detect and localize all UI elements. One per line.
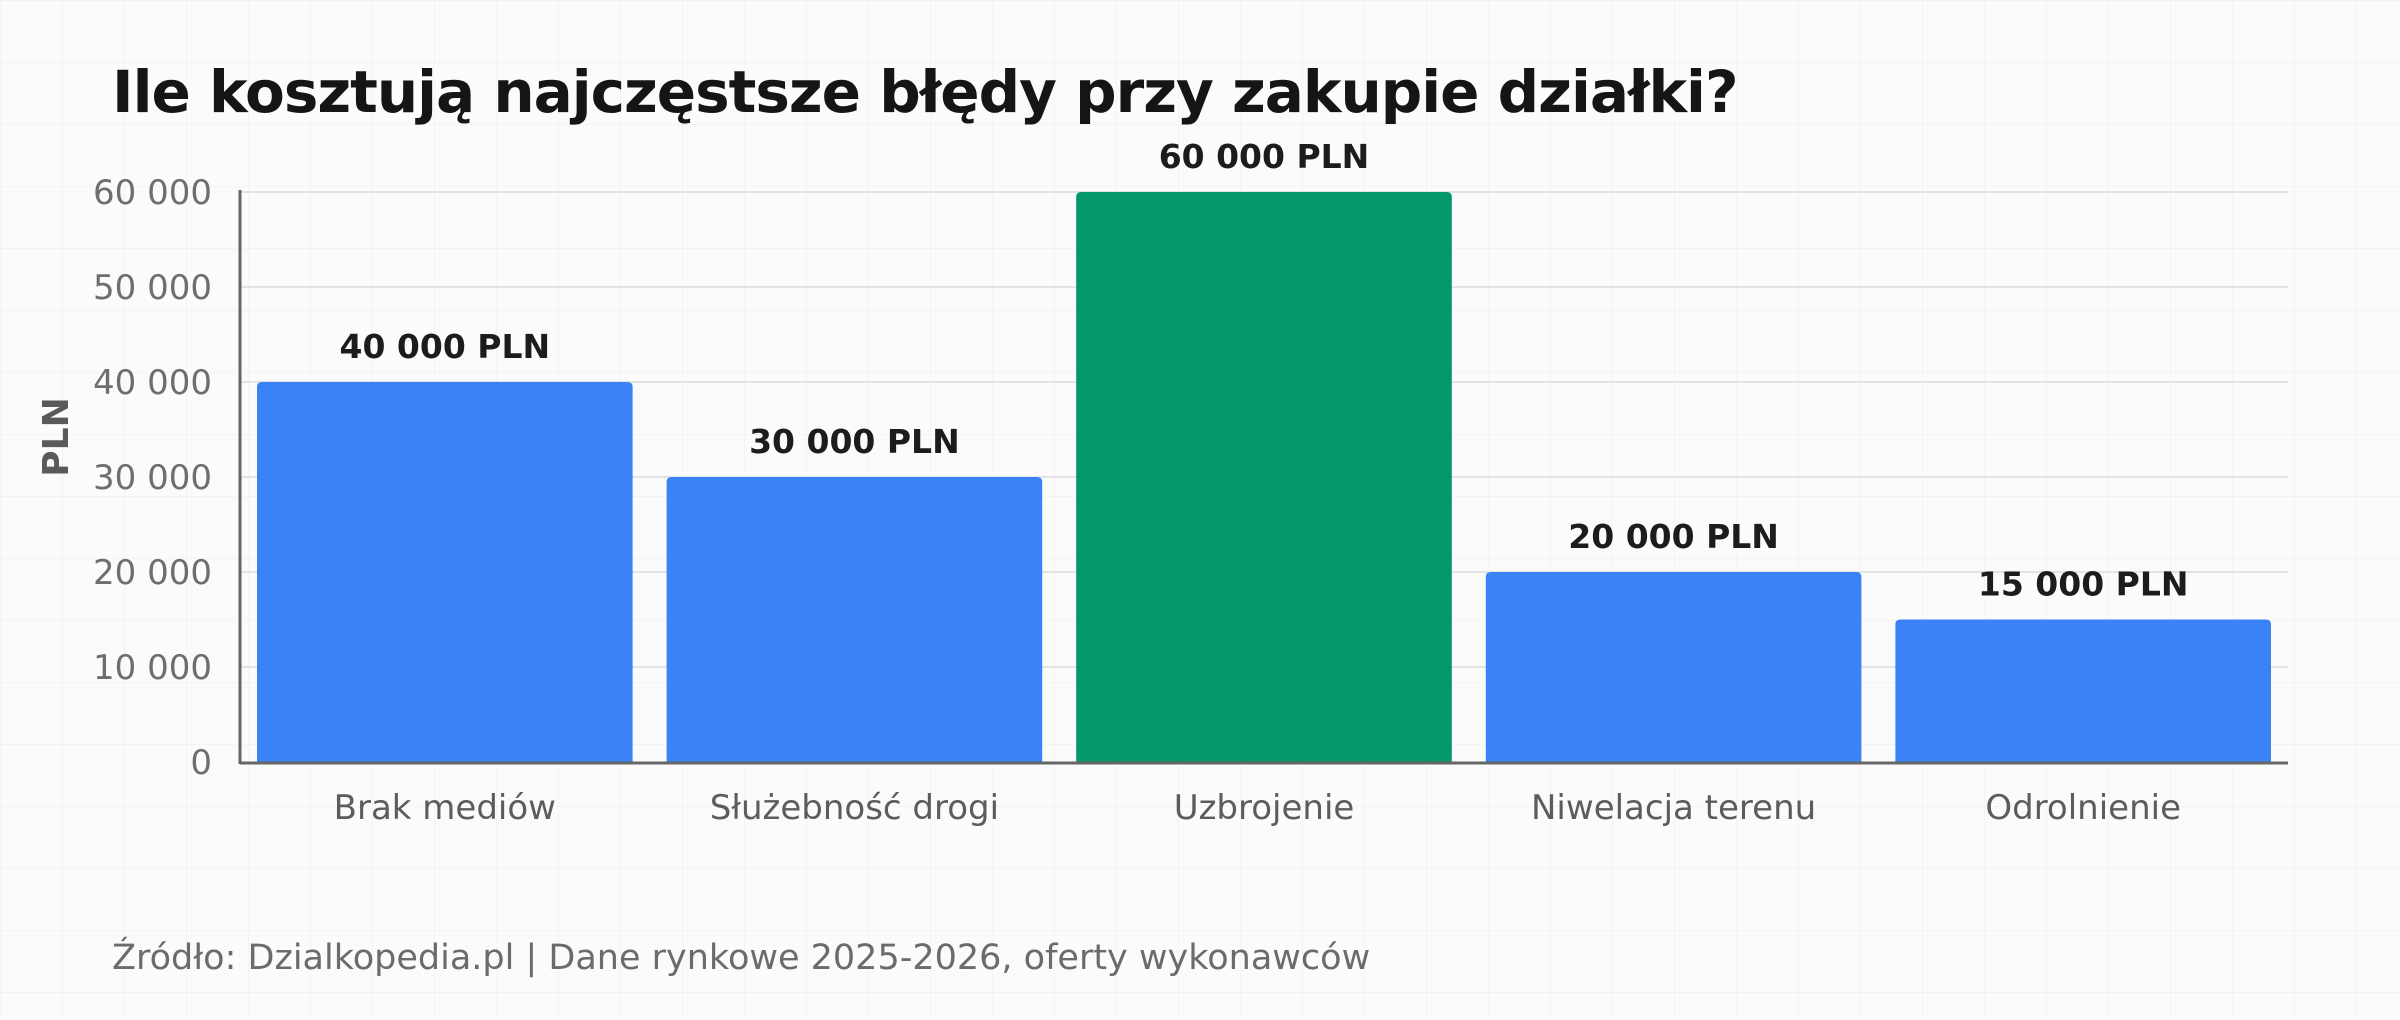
y-tick-label: 40 000	[93, 363, 212, 403]
data-label: 20 000 PLN	[1568, 517, 1779, 556]
bar	[1076, 192, 1452, 762]
data-label: 60 000 PLN	[1159, 137, 1370, 176]
data-label: 40 000 PLN	[339, 327, 550, 366]
bar	[666, 477, 1043, 762]
x-tick-label: Niwelacja terenu	[1531, 788, 1816, 828]
chart-title: Ile kosztują najczęstsze błędy przy zaku…	[112, 58, 1739, 126]
x-tick-label: Brak mediów	[334, 788, 556, 828]
x-tick-label: Odrolnienie	[1985, 788, 2181, 828]
y-tick-label: 10 000	[93, 648, 212, 688]
y-tick-label: 0	[190, 743, 212, 783]
data-label: 30 000 PLN	[749, 422, 960, 461]
source-note: Źródło: Dzialkopedia.pl | Dane rynkowe 2…	[112, 938, 1371, 978]
bar	[1895, 619, 2271, 762]
data-label: 15 000 PLN	[1978, 565, 2189, 604]
x-tick-label: Służebność drogi	[710, 788, 999, 828]
y-tick-label: 20 000	[93, 553, 212, 593]
x-tick-label: Uzbrojenie	[1174, 788, 1355, 828]
y-tick-label: 50 000	[93, 268, 212, 308]
y-tick-label: 60 000	[93, 173, 212, 213]
bar	[257, 382, 633, 762]
y-axis-title: PLN	[36, 397, 77, 476]
bar	[1485, 572, 1862, 762]
y-tick-label: 30 000	[93, 458, 212, 498]
